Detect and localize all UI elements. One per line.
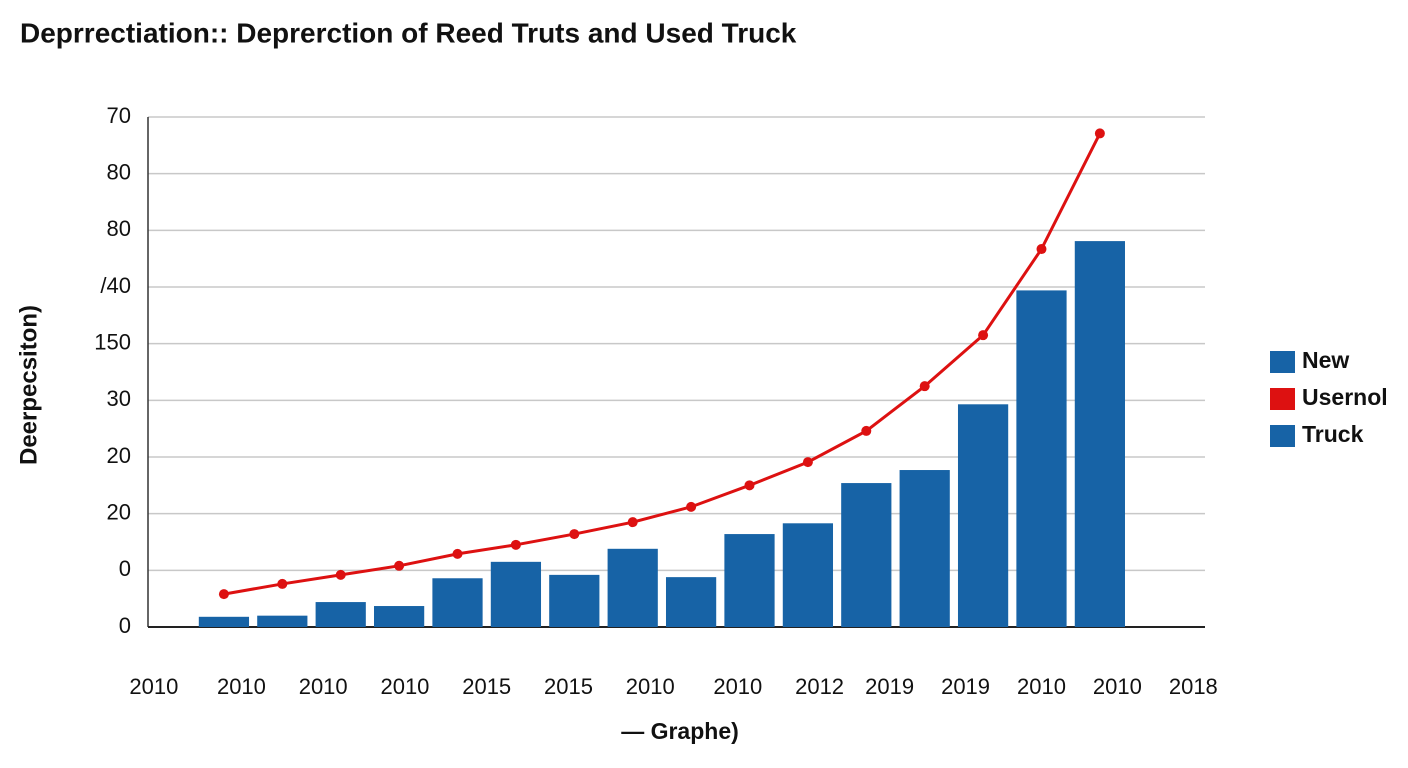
y-tick-label: /40 (100, 273, 131, 298)
x-tick-label: 2010 (1017, 674, 1066, 699)
bar (665, 577, 717, 627)
x-tick-label: 2015 (544, 674, 593, 699)
point (218, 589, 229, 600)
bar (1074, 241, 1125, 627)
point (452, 548, 463, 559)
point (919, 381, 930, 392)
x-tick-label: 2010 (1093, 674, 1142, 699)
x-tick-label: 2018 (1169, 674, 1218, 699)
y-tick-label: 30 (107, 386, 131, 411)
x-tick-label: 2010 (129, 674, 178, 699)
y-tick-label: 0 (119, 556, 131, 581)
bar (198, 616, 250, 627)
bar (1016, 290, 1067, 627)
x-tick-label: 2010 (713, 674, 762, 699)
legend-swatch (1270, 351, 1295, 373)
point (394, 560, 405, 571)
point (802, 457, 813, 468)
y-tick-label: 0 (119, 613, 131, 638)
point (335, 569, 346, 580)
y-tick-label: 20 (107, 499, 131, 524)
bar (549, 574, 600, 627)
y-tick-label: 20 (107, 443, 131, 468)
x-tick-label: 2010 (380, 674, 429, 699)
chart-title: Deprrectiation:: Deprerction of Reed Tru… (20, 17, 797, 48)
point (861, 425, 872, 436)
point (686, 501, 697, 512)
point (1036, 244, 1047, 255)
point (744, 480, 755, 491)
y-tick-label: 80 (107, 216, 131, 241)
y-tick-label: 70 (107, 103, 131, 128)
bar (607, 548, 658, 627)
x-tick-label: 2012 (795, 674, 844, 699)
legend-swatch (1270, 388, 1295, 410)
point (978, 330, 989, 341)
legend-label: Truck (1302, 421, 1364, 447)
point (627, 517, 638, 528)
bar (841, 483, 892, 627)
x-tick-label: 2019 (941, 674, 990, 699)
x-tick-label: 2010 (217, 674, 266, 699)
bar (899, 470, 950, 627)
bar (257, 615, 308, 627)
y-tick-label: 150 (94, 329, 131, 354)
x-tick-label: 2015 (462, 674, 511, 699)
bar (432, 578, 483, 627)
y-tick-label: 80 (107, 159, 131, 184)
x-axis-label: — Graphe) (621, 718, 739, 744)
x-tick-label: 2019 (865, 674, 914, 699)
point (569, 529, 580, 540)
bar (957, 404, 1009, 627)
bar (490, 561, 542, 627)
bar (373, 606, 425, 627)
bar (782, 523, 834, 627)
point (1094, 128, 1105, 139)
point (510, 539, 521, 550)
point (277, 578, 288, 589)
y-axis-label: Deerpecsiton) (15, 305, 42, 465)
bar (315, 602, 366, 627)
legend-label: Usernol (1302, 384, 1388, 410)
legend-label: New (1302, 347, 1349, 373)
x-tick-label: 2010 (299, 674, 348, 699)
bar (724, 534, 775, 627)
legend-swatch (1270, 425, 1295, 447)
line (223, 132, 1102, 596)
x-tick-label: 2010 (626, 674, 675, 699)
